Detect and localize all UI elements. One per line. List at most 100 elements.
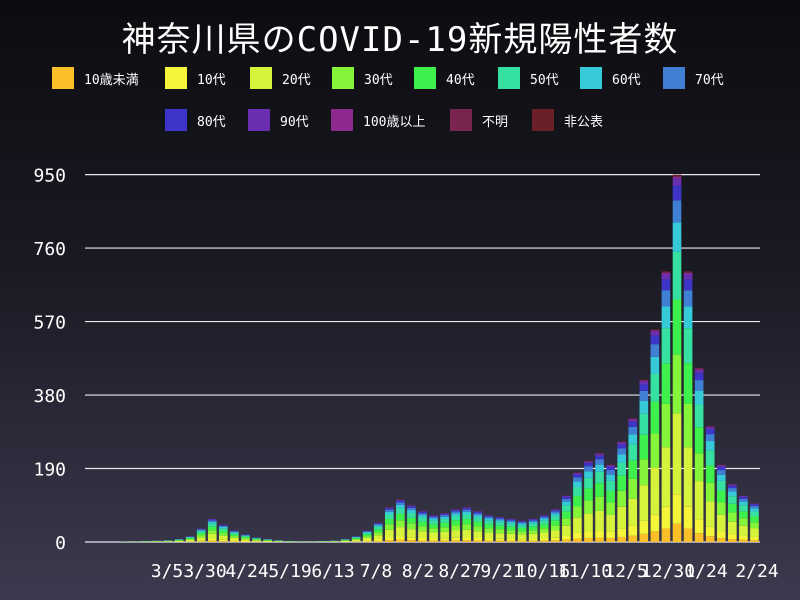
- bar-segment: [384, 519, 394, 525]
- bar-segment: [694, 404, 704, 428]
- bar-segment: [628, 525, 638, 536]
- bar-segment: [650, 373, 660, 402]
- bar-segment: [650, 330, 660, 332]
- bar-segment: [506, 523, 516, 527]
- x-tick-label: 3/30: [183, 561, 226, 582]
- bar-segment: [506, 521, 516, 524]
- bar-segment: [639, 390, 649, 401]
- bar-segment: [672, 175, 682, 177]
- bar-segment: [495, 520, 505, 523]
- bar-segment: [573, 517, 582, 533]
- bar-segment: [418, 526, 427, 532]
- bar-segment: [451, 540, 461, 542]
- bar-segment: [219, 530, 228, 534]
- bar-segment: [617, 490, 626, 507]
- bar-segment: [584, 500, 593, 514]
- bar-segment: [683, 328, 693, 364]
- bar-segment: [384, 508, 394, 510]
- bar-segment: [661, 273, 671, 280]
- bar-segment: [396, 499, 405, 501]
- bar-segment: [373, 526, 383, 530]
- bar-segment: [672, 176, 682, 179]
- bar-segment: [340, 540, 350, 542]
- bar-segment: [705, 427, 715, 430]
- bar-segment: [440, 531, 449, 539]
- bar-segment: [739, 498, 748, 502]
- bar-segment: [550, 525, 560, 531]
- bar-segment: [407, 523, 416, 530]
- bar-segment: [373, 525, 383, 527]
- bar-segment: [219, 539, 228, 542]
- bar-segment: [606, 474, 615, 481]
- y-tick-label: 190: [33, 460, 66, 481]
- bar-segment: [562, 498, 571, 502]
- bar-segment: [716, 490, 726, 503]
- bar-segment: [739, 496, 748, 499]
- bar-segment: [429, 528, 438, 533]
- bar-segment: [705, 465, 715, 483]
- bar-segment: [650, 401, 660, 434]
- bar-segment: [252, 539, 261, 541]
- bar-segment: [694, 369, 704, 374]
- legend-item: 70代: [663, 66, 724, 90]
- bar-segment: [639, 485, 649, 521]
- bar-segment: [396, 527, 405, 537]
- chart-title: 神奈川県のCOVID-19新規陽性者数: [121, 20, 679, 60]
- bar-segment: [739, 535, 748, 540]
- bar-segment: [661, 271, 671, 273]
- bar-segment: [230, 536, 239, 538]
- bar-segment: [750, 506, 759, 509]
- bar-segment: [517, 539, 527, 541]
- bar-segment: [362, 536, 372, 538]
- bar-segment: [628, 535, 638, 542]
- bar-segment: [252, 538, 261, 540]
- bar-segment: [650, 329, 660, 330]
- bar-segment: [362, 531, 372, 533]
- bar-segment: [750, 522, 759, 529]
- bar-segment: [672, 251, 682, 300]
- bar-segment: [196, 540, 206, 542]
- bar-segment: [484, 520, 494, 525]
- bar-segment: [495, 518, 505, 521]
- bar-segment: [196, 530, 206, 532]
- bar-segment: [230, 532, 239, 535]
- bar-segment: [639, 434, 649, 460]
- bar-segment: [407, 517, 416, 524]
- bar-segment: [241, 539, 250, 541]
- bar-segment: [429, 524, 438, 529]
- bar-segment: [628, 498, 638, 526]
- bar-segment: [639, 400, 649, 414]
- bar-segment: [562, 511, 571, 519]
- bar-segment: [728, 521, 737, 535]
- bar-segment: [517, 523, 527, 526]
- bar-segment: [750, 511, 759, 517]
- bar-segment: [384, 540, 394, 542]
- bar-segment: [340, 540, 350, 541]
- bar-segment: [351, 539, 361, 542]
- legend-item: 40代: [414, 66, 475, 90]
- bar-segment: [219, 528, 228, 531]
- bar-segment: [617, 536, 626, 542]
- legend-label: 40代: [446, 72, 475, 88]
- bar-segment: [230, 531, 239, 533]
- bar-segment: [661, 528, 671, 542]
- bar-segment: [473, 515, 483, 518]
- bar-segment: [396, 500, 405, 503]
- x-tick-label: 2/24: [735, 561, 778, 582]
- bar-segment: [473, 513, 483, 516]
- bar-segment: [683, 272, 693, 274]
- bar-segment: [373, 532, 383, 536]
- bar-segment: [539, 520, 549, 525]
- bar-segment: [207, 520, 217, 522]
- bar-segment: [451, 510, 461, 512]
- bar-segment: [207, 538, 217, 541]
- bar-segment: [728, 534, 737, 540]
- bar-segment: [396, 513, 405, 521]
- bar-segment: [694, 369, 704, 370]
- bar-segment: [185, 538, 195, 540]
- bar-segment: [562, 535, 571, 540]
- bar-segment: [595, 471, 604, 484]
- bar-segment: [639, 381, 649, 385]
- legend: 10歳未満 10代 20代 30代 40代 50代 60代 70代: [0, 66, 800, 96]
- bar-segment: [683, 403, 693, 448]
